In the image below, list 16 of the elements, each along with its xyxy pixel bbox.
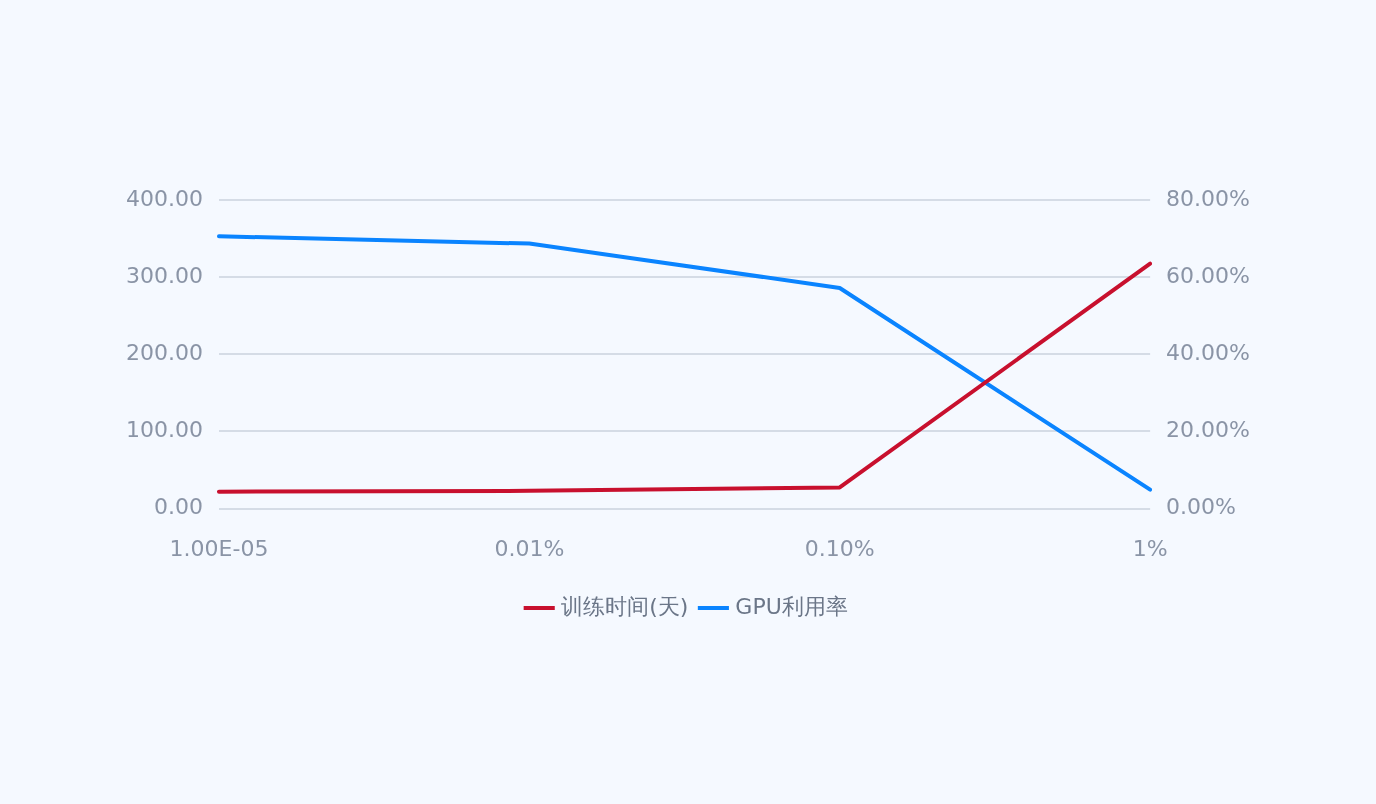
x-tick-label: 1.00E-05 — [169, 535, 269, 561]
x-tick-label: 1% — [1132, 535, 1168, 561]
y2-tick-label: 20.00% — [1166, 417, 1250, 443]
y2-tick-label: 40.00% — [1166, 340, 1250, 366]
y-tick-label: 100.00 — [125, 417, 203, 443]
x-tick-label: 0.01% — [494, 535, 565, 561]
y2-tick-label: 60.00% — [1166, 262, 1250, 288]
y-tick-label: 300.00 — [125, 262, 203, 288]
y2-tick-label: 0.00% — [1166, 494, 1236, 520]
y2-tick-label: 80.00% — [1166, 185, 1250, 211]
x-tick-label: 0.10% — [804, 535, 875, 561]
y-tick-label: 400.00 — [125, 185, 203, 211]
legend-label: GPU利用率 — [735, 593, 848, 619]
legend-label: 训练时间(天) — [561, 593, 689, 619]
y-tick-label: 0.00 — [153, 494, 203, 520]
y-tick-label: 200.00 — [125, 340, 203, 366]
